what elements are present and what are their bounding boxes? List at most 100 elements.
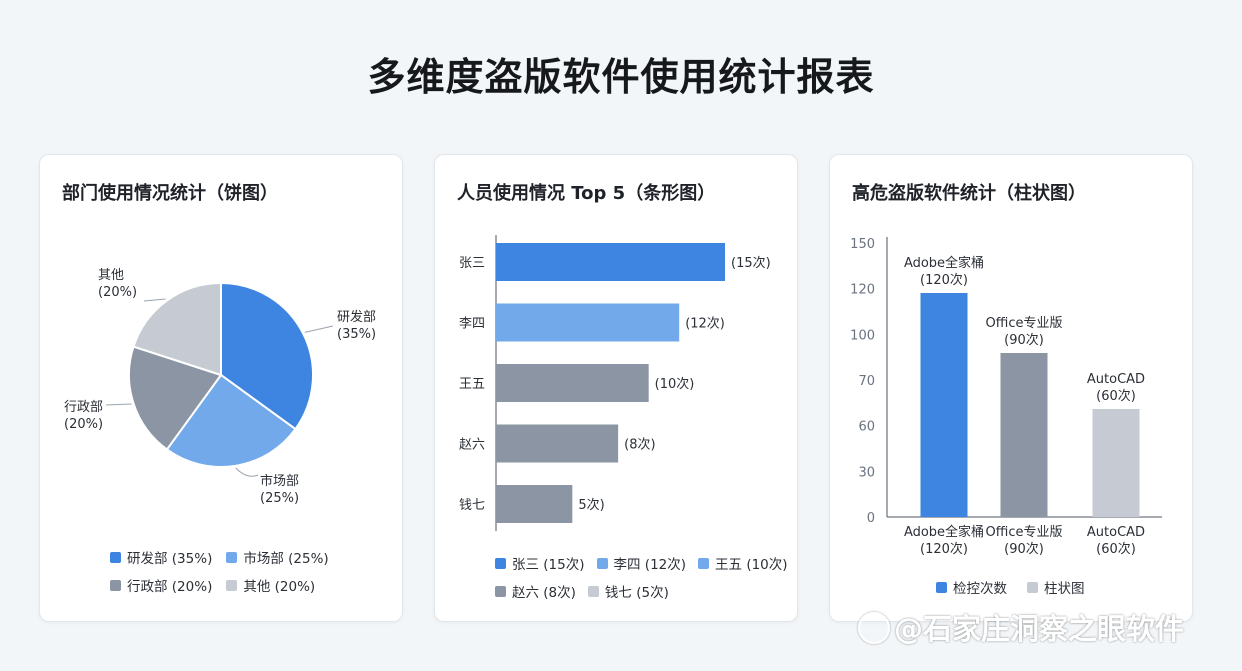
legend-swatch: [495, 585, 506, 597]
legend-label: 研发部 (35%): [127, 551, 213, 567]
hbar-chart: 张三 (15次) 李四 (12次) 王五 (10次) 赵六 (8次) 钱七 5次): [459, 235, 771, 531]
pie-slice: [132, 281, 222, 377]
hbar-legend-item: 李四 (12次): [596, 553, 687, 573]
legend-swatch: [110, 579, 121, 591]
vbar-x-label: Adobe全家桶: [904, 524, 984, 540]
legend-swatch: [110, 551, 121, 563]
hbar-legend-item: 王五 (10次): [698, 553, 788, 573]
vbar-top-count: (120次): [920, 272, 968, 288]
pie-slice: [165, 373, 297, 468]
legend-label: 市场部 (25%): [243, 551, 329, 567]
legend-swatch: [495, 557, 506, 569]
vbar-bar: [1000, 353, 1048, 517]
pie-slice-percent: (35%): [337, 327, 376, 342]
legend-label: 王五 (10次): [715, 557, 788, 573]
legend-label: 柱状图: [1044, 581, 1085, 597]
vbar-bar: [920, 293, 968, 517]
pie-slice-label: 行政部: [64, 400, 103, 415]
hbar-category-label: 钱七: [459, 498, 485, 513]
page-title: 多维度盗版软件使用统计报表: [367, 55, 875, 99]
vbar-legend-item: 检控次数: [936, 577, 1007, 597]
hbar-category-label: 王五: [459, 377, 485, 392]
pie-leader-line: [105, 403, 132, 406]
pie-slice-label: 研发部: [337, 309, 376, 325]
vbar-x-label: AutoCAD: [1087, 525, 1145, 540]
pie-chart-title: 部门使用情况统计（饼图）: [62, 183, 278, 204]
hbar-bar: [496, 485, 573, 523]
pie-chart-card: 部门使用情况统计（饼图） 研发部 (35%) 市场部 (25%) 行政部 (20%) 其他 (…: [39, 154, 403, 622]
legend-swatch: [587, 585, 599, 597]
vbar-top-label: AutoCAD: [1087, 372, 1145, 387]
legend-swatch: [226, 579, 238, 591]
legend-swatch: [596, 557, 608, 569]
pie-slice: [128, 345, 223, 451]
vbar-bar: [1092, 409, 1140, 517]
vbar-x-count: (90次): [1004, 541, 1044, 557]
vbar-legend: 检控次数 柱状图: [936, 577, 1085, 605]
hbar-chart-card: 人员使用情况 Top 5（条形图） 张三 (15次) 李四 (12次) 王五 (10次) 赵…: [434, 154, 798, 622]
hbar-category-label: 李四: [459, 317, 485, 332]
legend-label: 张三 (15次): [512, 557, 585, 573]
hbar-value-label: 5次): [578, 497, 604, 513]
hbar-value-label: (15次): [731, 255, 771, 271]
pie-legend-item: 其他 (20%): [226, 575, 315, 595]
pie-slice: [220, 281, 314, 431]
legend-label: 李四 (12次): [613, 557, 687, 573]
vbar-top-label: Office专业版: [986, 316, 1063, 331]
vbar-top-label: Adobe全家桶: [904, 255, 984, 271]
vbar-legend-item: 柱状图: [1027, 577, 1085, 597]
hbar-value-label: (8次): [624, 437, 655, 453]
hbar-bar: [496, 243, 725, 281]
vbar-chart: 1501201007060300Adobe全家桶(120次)Adobe全家桶(1…: [850, 237, 1162, 557]
vbar-x-count: (120次): [920, 541, 968, 557]
vbar-chart-card: 高危盗版软件统计（柱状图） 150 120 100 70 60 30 0 Adobe全家桶 (1…: [829, 154, 1193, 622]
hbar-legend-item: 钱七 (5次): [587, 581, 669, 601]
hbar-legend: 张三 (15次) 李四 (12次) 王五 (10次) 赵六 (8次) 钱七 (5…: [495, 553, 788, 609]
hbar-legend-item: 赵六 (8次): [495, 581, 576, 601]
vbar-y-tick: 70: [858, 374, 875, 389]
legend-label: 钱七 (5次): [604, 585, 669, 601]
legend-swatch: [1027, 581, 1038, 593]
hbar-value-label: (10次): [655, 376, 695, 392]
vbar-x-count: (60次): [1096, 541, 1136, 557]
vbar-y-tick: 150: [850, 237, 875, 252]
pie-leader-line: [143, 298, 166, 302]
hbar-chart-title: 人员使用情况 Top 5（条形图）: [457, 183, 716, 204]
pie-slice-label: 其他: [98, 268, 124, 283]
pie-slice-percent: (20%): [98, 285, 137, 300]
hbar-category-label: 赵六: [459, 438, 485, 453]
pie-legend-item: 市场部 (25%): [226, 547, 329, 567]
vbar-top-count: (60次): [1096, 388, 1136, 404]
pie-legend: 研发部 (35%) 市场部 (25%) 行政部 (20%) 其他 (20%): [110, 547, 329, 603]
pie-leader-line: [235, 467, 259, 477]
legend-label: 其他 (20%): [243, 579, 316, 595]
vbar-y-tick: 100: [850, 328, 875, 343]
hbar-bar: [496, 303, 680, 342]
pie-legend-item: 行政部 (20%): [110, 575, 212, 595]
pie-slice-label: 市场部: [260, 473, 299, 489]
vbar-y-tick: 120: [850, 283, 875, 298]
vbar-x-label: Office专业版: [986, 525, 1063, 540]
legend-swatch: [698, 557, 710, 569]
hbar-category-label: 张三: [459, 256, 485, 271]
hbar-value-label: (12次): [685, 316, 725, 332]
vbar-top-count: (90次): [1004, 332, 1044, 348]
pie-chart: 研发部 (35%) 市场部 (25%) 行政部 (20%) 其他 (20%): [64, 268, 376, 506]
hbar-legend-item: 张三 (15次): [495, 553, 585, 573]
legend-label: 赵六 (8次): [512, 585, 576, 601]
watermark: @石家庄洞察之眼软件: [858, 606, 1184, 648]
vbar-chart-title: 高危盗版软件统计（柱状图）: [852, 183, 1086, 204]
hbar-bar: [496, 364, 649, 402]
hbar-bar: [496, 424, 619, 463]
vbar-y-tick: 30: [858, 465, 875, 480]
legend-label: 行政部 (20%): [127, 579, 213, 595]
vbar-y-tick: 60: [858, 420, 875, 435]
pie-leader-line: [304, 325, 334, 333]
legend-swatch: [226, 551, 238, 563]
legend-label: 检控次数: [953, 581, 1007, 597]
pie-slice-percent: (25%): [260, 491, 299, 506]
watermark-logo-icon: [858, 612, 890, 644]
pie-slice-percent: (20%): [64, 417, 103, 432]
watermark-text: @石家庄洞察之眼软件: [894, 612, 1185, 646]
pie-legend-item: 研发部 (35%): [110, 547, 212, 567]
